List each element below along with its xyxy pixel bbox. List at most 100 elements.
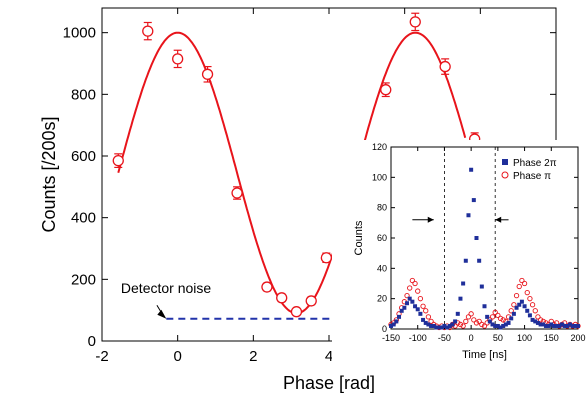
phase-pi-point	[409, 277, 416, 284]
phase-2pi-point	[485, 314, 490, 319]
data-point	[261, 281, 273, 293]
phase-pi-point	[423, 308, 429, 314]
inset-y-tick-label: 120	[372, 142, 387, 152]
inset-y-tick-label: 0	[382, 324, 387, 334]
phase-pi-point	[457, 321, 464, 328]
main-x-tick-label: -2	[95, 348, 108, 365]
main-y-tick-label: 600	[71, 148, 96, 165]
phase-pi-point	[495, 312, 501, 318]
phase-2pi-point	[530, 317, 535, 322]
phase-2pi-point	[495, 323, 500, 328]
phase-2pi-point	[551, 323, 556, 328]
main-x-tick-label: 0	[173, 348, 181, 365]
phase-pi-point	[500, 317, 506, 323]
phase-2pi-point	[554, 323, 559, 328]
phase-2pi-point	[573, 323, 578, 328]
phase-pi-point	[521, 280, 528, 287]
phase-2pi-point	[479, 284, 484, 289]
phase-pi-point	[481, 323, 488, 329]
inset-y-tick-label: 40	[377, 263, 387, 273]
phase-2pi-point	[514, 305, 519, 310]
phase-2pi-point	[501, 323, 506, 328]
phase-pi-point	[465, 314, 472, 320]
phase-2pi-point	[503, 322, 508, 327]
phase-2pi-point	[519, 299, 524, 304]
phase-2pi-point	[533, 319, 538, 324]
phase-2pi-point	[461, 281, 466, 286]
phase-2pi-point	[426, 322, 431, 327]
phase-2pi-point	[487, 319, 492, 324]
phase-2pi-point	[434, 325, 439, 330]
phase-pi-point	[516, 283, 522, 290]
inset-background	[332, 140, 584, 372]
main-y-axis-title: Counts [/200s]	[39, 116, 59, 232]
phase-2pi-point	[407, 296, 412, 301]
data-point	[276, 292, 288, 304]
phase-pi-point	[420, 303, 426, 309]
legend-label-phase-2pi: Phase 2π	[513, 158, 557, 169]
main-y-tick-label: 400	[71, 210, 96, 227]
phase-pi-point	[415, 288, 421, 294]
phase-pi-point	[508, 308, 514, 314]
phase-pi-point	[476, 318, 482, 325]
phase-2pi-point	[511, 311, 516, 316]
phase-pi-point	[519, 277, 525, 284]
phase-2pi-point	[410, 299, 415, 304]
phase-2pi-point	[570, 323, 575, 328]
phase-pi-point	[527, 296, 533, 302]
phase-2pi-point	[549, 322, 554, 327]
inset-x-tick-label: -150	[382, 333, 400, 343]
phase-2pi-point	[418, 311, 423, 316]
phase-2pi-point	[405, 301, 410, 306]
phase-2pi-point	[535, 320, 540, 325]
phase-2pi-point	[389, 323, 393, 328]
data-point	[112, 154, 124, 167]
phase-2pi-point	[477, 258, 482, 263]
phase-2pi-point	[541, 322, 546, 327]
main-x-tick-label: 4	[325, 348, 333, 365]
inset-x-tick-label: 100	[517, 333, 532, 343]
inset-chart: -150 -100 -50 0 50 100 150 200 0 20 40 60 80 100 120 Ti…	[332, 140, 586, 372]
window-arrowhead	[495, 216, 502, 223]
phase-2pi-point	[463, 258, 468, 263]
inset-x-tick-label: 200	[570, 333, 585, 343]
phase-pi-point	[460, 323, 466, 329]
phase-pi-point	[529, 302, 536, 308]
main-chart: -2024681002004006008001000Phase [rad]Cou…	[39, 7, 564, 393]
phase-2pi-point	[498, 325, 503, 330]
phase-2pi-point	[447, 323, 452, 328]
phase-2pi-point	[413, 304, 418, 309]
phase-2pi-point	[517, 302, 522, 307]
phase-pi-point	[524, 289, 530, 296]
phase-2pi-point	[402, 305, 407, 310]
phase-2pi-point	[562, 323, 567, 328]
data-point	[201, 68, 214, 80]
phase-2pi-point	[543, 323, 548, 328]
phase-2pi-point	[445, 325, 450, 330]
phase-2pi-point	[397, 314, 402, 319]
phase-pi-point	[537, 317, 544, 323]
phase-2pi-point	[490, 322, 495, 327]
phase-pi-point	[479, 321, 485, 328]
legend-marker-phase-pi	[501, 171, 509, 179]
legend-marker-phase-2pi	[502, 159, 508, 165]
phase-pi-point	[511, 302, 517, 308]
phase-pi-point	[532, 308, 538, 314]
legend-label-phase-pi: Phase π	[513, 171, 551, 182]
inset-x-axis-title: Time [ns]	[462, 349, 507, 361]
data-point	[409, 16, 421, 28]
phase-2pi-point	[455, 311, 460, 316]
data-point	[290, 306, 303, 318]
phase-2pi-point	[559, 322, 564, 327]
phase-2pi-point	[474, 236, 479, 240]
phase-pi-point	[404, 292, 410, 299]
inset-x-tick-label: -50	[438, 333, 451, 343]
phase-2pi-point	[399, 308, 404, 313]
phase-2pi-point	[458, 296, 463, 301]
inset-y-tick-label: 60	[377, 233, 387, 243]
phase-pi-point	[468, 311, 474, 317]
phase-2pi-point	[429, 323, 434, 328]
phase-2pi-point	[527, 313, 532, 318]
